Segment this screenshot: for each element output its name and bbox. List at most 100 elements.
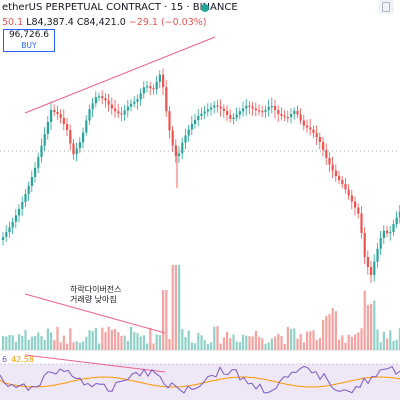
price-trendline[interactable]	[24, 36, 216, 114]
candle-body	[94, 97, 97, 104]
divergence-annotation: 하락다이버전스 거래량 낮아짐	[70, 285, 122, 305]
candle-body	[11, 221, 14, 228]
volume-bar	[197, 332, 200, 350]
candle-body	[344, 184, 347, 190]
volume-bar	[370, 303, 373, 350]
candle-body	[155, 81, 158, 90]
ohlc-prefix: 50.1	[2, 17, 24, 28]
candle-body	[235, 114, 238, 118]
candle-body	[149, 86, 152, 89]
volume-bar	[235, 341, 238, 350]
volume-bar	[395, 339, 398, 350]
volume-bar	[11, 335, 14, 350]
volume-bar	[69, 328, 72, 350]
volume-bar	[267, 342, 270, 350]
volume-bar	[306, 331, 309, 350]
volume-bar	[117, 332, 120, 350]
candle-body	[101, 96, 104, 99]
volume-bar	[168, 339, 171, 350]
volume-bar	[338, 339, 341, 350]
volume-bar	[59, 342, 62, 350]
volume-bar	[152, 343, 155, 350]
rsi-line	[0, 365, 400, 394]
candle-body	[190, 124, 193, 130]
candle-body	[280, 114, 283, 116]
buy-button[interactable]: 96,726.6 BUY	[3, 29, 55, 52]
volume-bar	[123, 335, 126, 350]
volume-bar	[133, 332, 136, 350]
candle-body	[392, 224, 395, 232]
volume-bar	[344, 342, 347, 350]
volume-trendline[interactable]	[24, 293, 166, 334]
volume-bar	[293, 328, 296, 350]
candle-body	[254, 108, 257, 111]
candle-body	[226, 111, 229, 115]
volume-bar	[114, 329, 117, 350]
volume-bar	[363, 290, 366, 350]
volume-bar	[213, 326, 216, 350]
candle-body	[219, 106, 222, 109]
volume-bar	[40, 336, 43, 350]
volume-bar	[299, 333, 302, 350]
candle-body	[178, 153, 181, 156]
layout-icon[interactable]	[378, 0, 394, 14]
volume-bar	[347, 334, 350, 350]
volume-bar	[389, 330, 392, 350]
volume-bar	[245, 335, 248, 350]
volume-bar	[142, 335, 145, 350]
candle-body	[389, 232, 392, 234]
volume-bar	[72, 342, 75, 350]
volume-bar	[286, 326, 289, 350]
candle-body	[75, 148, 78, 155]
volume-bar	[222, 337, 225, 350]
candle-body	[354, 201, 357, 208]
candle-body	[8, 227, 11, 233]
volume-bar	[184, 337, 187, 350]
candle-body	[206, 109, 209, 112]
volume-bar	[110, 329, 113, 350]
volume-bar	[21, 335, 24, 350]
candle-body	[357, 207, 360, 214]
volume-bar	[392, 340, 395, 350]
candle-body	[187, 129, 190, 136]
volume-bar	[120, 336, 123, 350]
volume-bar	[379, 342, 382, 350]
candle-body	[245, 105, 248, 109]
volume-bar	[75, 341, 78, 350]
volume-bar	[94, 328, 97, 350]
candle-body	[130, 103, 133, 107]
candle-body	[174, 145, 177, 156]
candle-body	[306, 125, 309, 128]
volume-bar	[354, 334, 357, 350]
candle-body	[386, 230, 389, 234]
candle-body	[88, 109, 91, 121]
ohlc-close: C84,421.0	[76, 17, 126, 28]
volume-bar	[62, 335, 65, 350]
volume-bar	[341, 335, 344, 350]
volume-bar	[334, 311, 337, 350]
candle-body	[395, 217, 398, 224]
volume-bar	[206, 343, 209, 350]
candle-body	[293, 110, 296, 114]
volume-bar	[277, 333, 280, 350]
candle-body	[299, 114, 302, 121]
candle-body	[30, 177, 33, 186]
candle-body	[136, 99, 139, 102]
candle-body	[37, 157, 40, 168]
volume-bar	[149, 327, 152, 350]
candle-body	[283, 115, 286, 118]
candle-body	[238, 111, 241, 115]
candle-body	[200, 113, 203, 116]
candle-body	[184, 135, 187, 143]
volume-bar	[98, 343, 101, 350]
volume-bar	[162, 290, 165, 350]
volume-bar	[318, 337, 321, 350]
volume-bar	[331, 308, 334, 350]
candle-body	[213, 105, 216, 108]
rsi-trendline[interactable]	[24, 354, 166, 373]
volume-bar	[2, 336, 5, 350]
volume-bar	[261, 338, 264, 350]
candle-body	[165, 87, 168, 112]
buy-label: BUY	[21, 41, 37, 50]
